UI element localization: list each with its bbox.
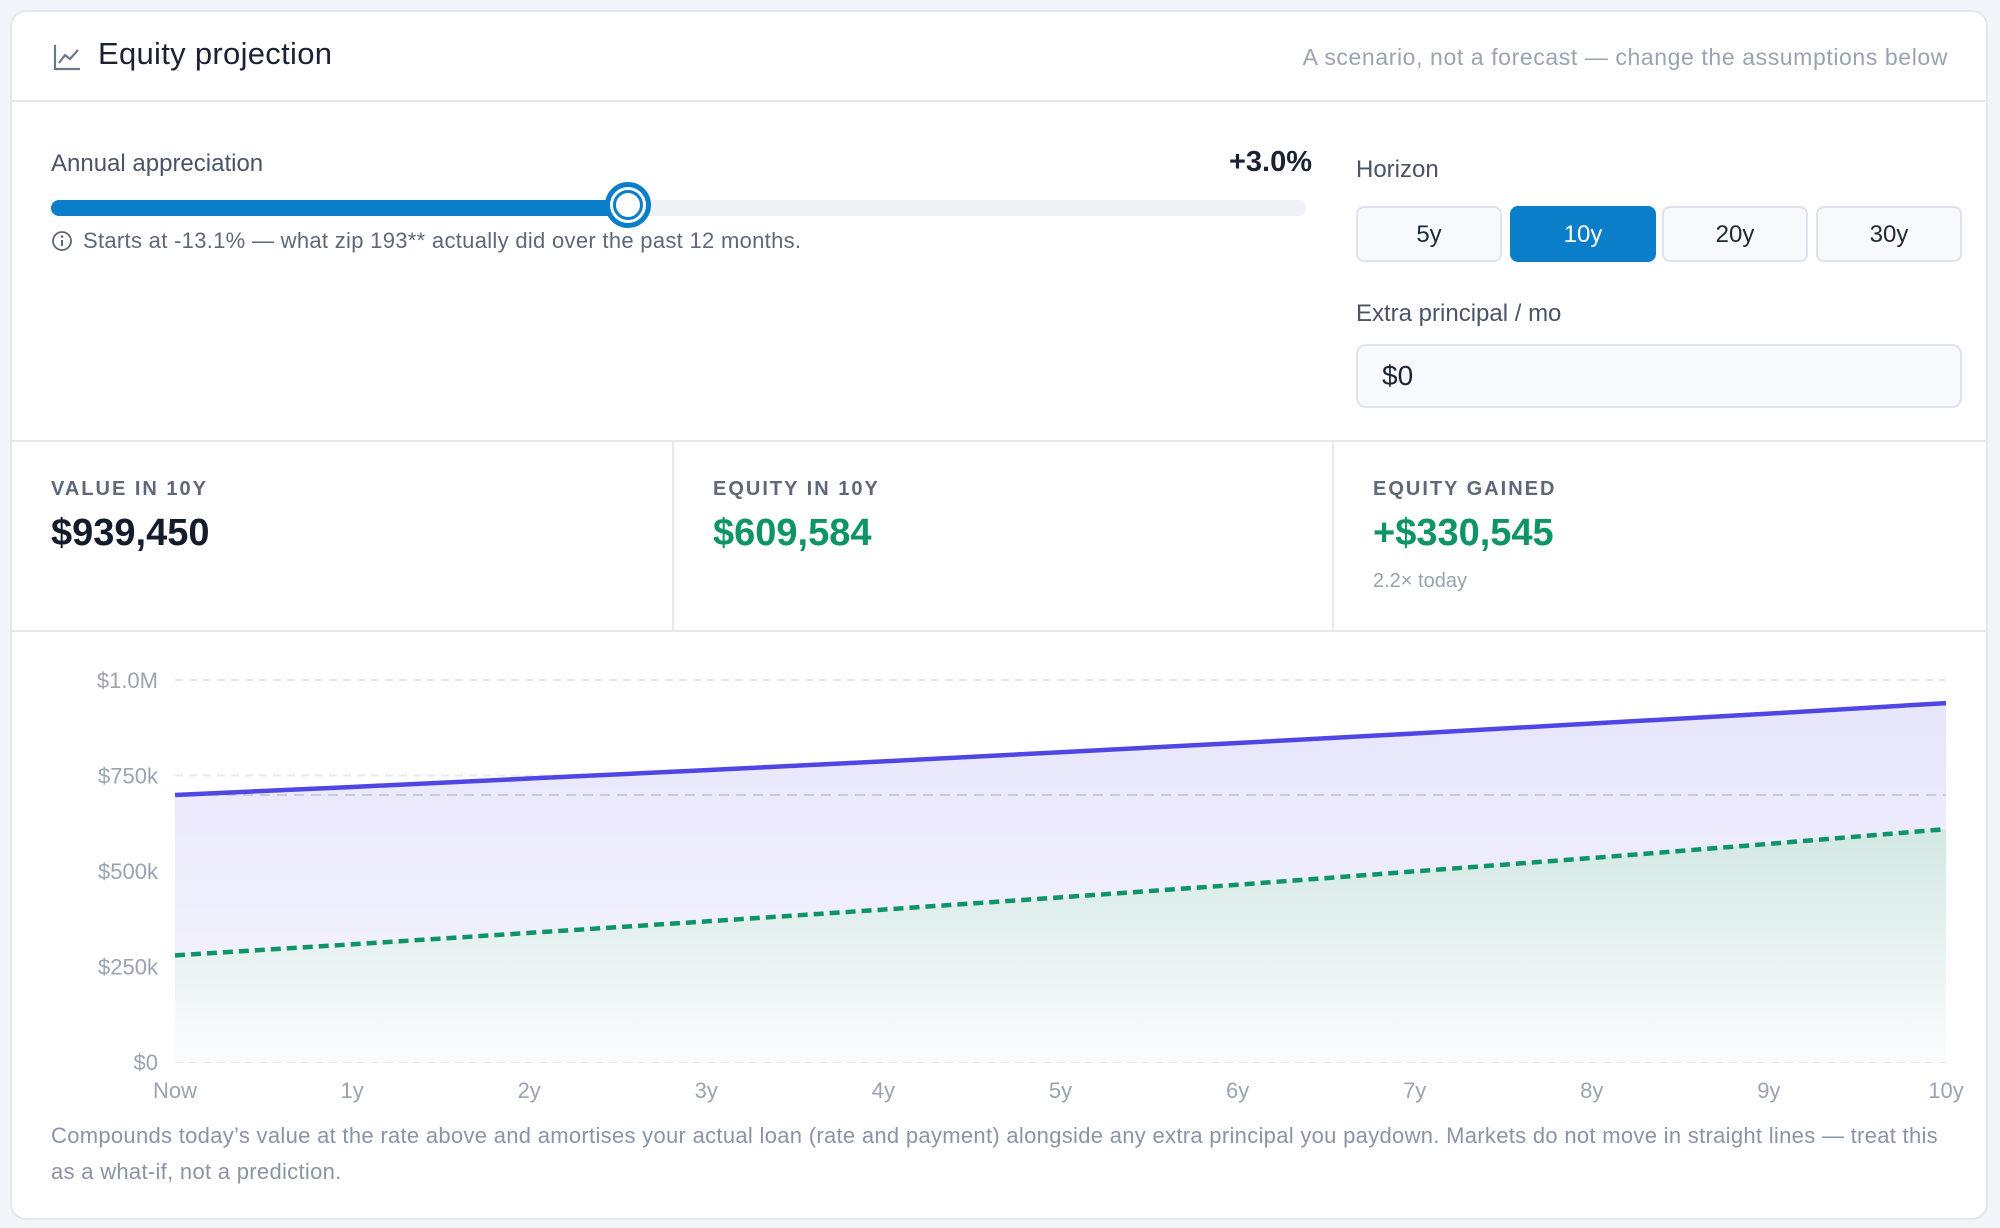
y-tick-label: $1.0M (97, 668, 158, 693)
card-header: Equity projection A scenario, not a fore… (12, 12, 1986, 102)
x-tick-label: 1y (340, 1078, 363, 1103)
x-tick-label: 5y (1049, 1078, 1072, 1103)
x-tick-label: 10y (1928, 1078, 1963, 1103)
stat-label: EQUITY GAINED (1373, 478, 1557, 500)
horizon-option-10y[interactable]: 10y (1510, 206, 1656, 262)
y-tick-label: $0 (134, 1050, 158, 1075)
stat-equity-in-horizon: EQUITY IN 10Y $609,584 (672, 442, 1332, 630)
appreciation-hint: Starts at -13.1% — what zip 193** actual… (51, 228, 801, 254)
stat-value: +$330,545 (1373, 512, 1554, 554)
horizon-option-5y[interactable]: 5y (1356, 206, 1502, 262)
stat-label: EQUITY IN 10Y (713, 478, 880, 500)
x-tick-label: 4y (872, 1078, 895, 1103)
stat-subtext: 2.2× today (1373, 570, 1467, 592)
y-tick-label: $750k (98, 764, 159, 789)
y-tick-label: $500k (98, 859, 159, 884)
equity-area (175, 829, 1946, 1062)
x-axis-ticks: Now 1y 2y 3y 4y 5y 6y 7y 8y 9y 10y (153, 1078, 1964, 1103)
x-tick-label: Now (153, 1078, 197, 1103)
chart-footnote: Compounds today’s value at the rate abov… (51, 1123, 1938, 1184)
y-axis-ticks: $0 $250k $500k $750k $1.0M (97, 668, 159, 1075)
assumptions-panel: Annual appreciation +3.0% Starts at -13.… (12, 102, 1986, 442)
chart-areas (175, 703, 1946, 1062)
appreciation-slider-thumb[interactable] (605, 182, 652, 228)
equity-line (174, 826, 1947, 958)
x-tick-label: 6y (1226, 1078, 1249, 1103)
chart-lines (174, 700, 1947, 958)
x-tick-label: 7y (1403, 1078, 1426, 1103)
appreciation-hint-text: Starts at -13.1% — what zip 193** actual… (83, 228, 802, 253)
info-icon (52, 231, 72, 251)
x-tick-label: 8y (1580, 1078, 1603, 1103)
horizon-option-30y[interactable]: 30y (1816, 206, 1962, 262)
x-tick-label: 3y (695, 1078, 718, 1103)
equity-projection-card: Equity projection A scenario, not a fore… (10, 10, 1988, 1220)
appreciation-value: +3.0% (1228, 146, 1312, 178)
card-subtitle: A scenario, not a forecast — change the … (1302, 44, 1948, 70)
equity-projection-chart: $0 $250k $500k $750k $1.0M Now 1y 2y 3y 4y 5y 6y 7y… (97, 668, 1964, 1103)
stat-value-in-horizon: VALUE IN 10Y $939,450 (12, 442, 672, 630)
value-line (174, 700, 1947, 798)
horizon-label: Horizon (1356, 156, 1439, 183)
stat-label: VALUE IN 10Y (51, 478, 208, 500)
x-tick-label: 2y (518, 1078, 541, 1103)
stat-equity-gained: EQUITY GAINED +$330,545 2.2× today (1332, 442, 1986, 630)
extra-principal-input[interactable]: $0 (1356, 344, 1962, 408)
line-chart-icon (53, 45, 80, 71)
extra-principal-label: Extra principal / mo (1356, 300, 1562, 327)
y-tick-label: $250k (98, 955, 159, 980)
appreciation-slider-track[interactable] (51, 200, 1306, 216)
summary-stats: VALUE IN 10Y $939,450 EQUITY IN 10Y $609… (12, 442, 1986, 632)
horizon-segmented-control: 5y 10y 20y 30y (1356, 206, 1962, 264)
stat-value: $609,584 (713, 512, 872, 554)
stat-value: $939,450 (51, 512, 210, 554)
appreciation-slider-fill (51, 200, 629, 216)
x-tick-label: 9y (1757, 1078, 1780, 1103)
card-title: Equity projection (98, 36, 333, 71)
appreciation-label: Annual appreciation (51, 150, 264, 177)
horizon-option-20y[interactable]: 20y (1662, 206, 1808, 262)
